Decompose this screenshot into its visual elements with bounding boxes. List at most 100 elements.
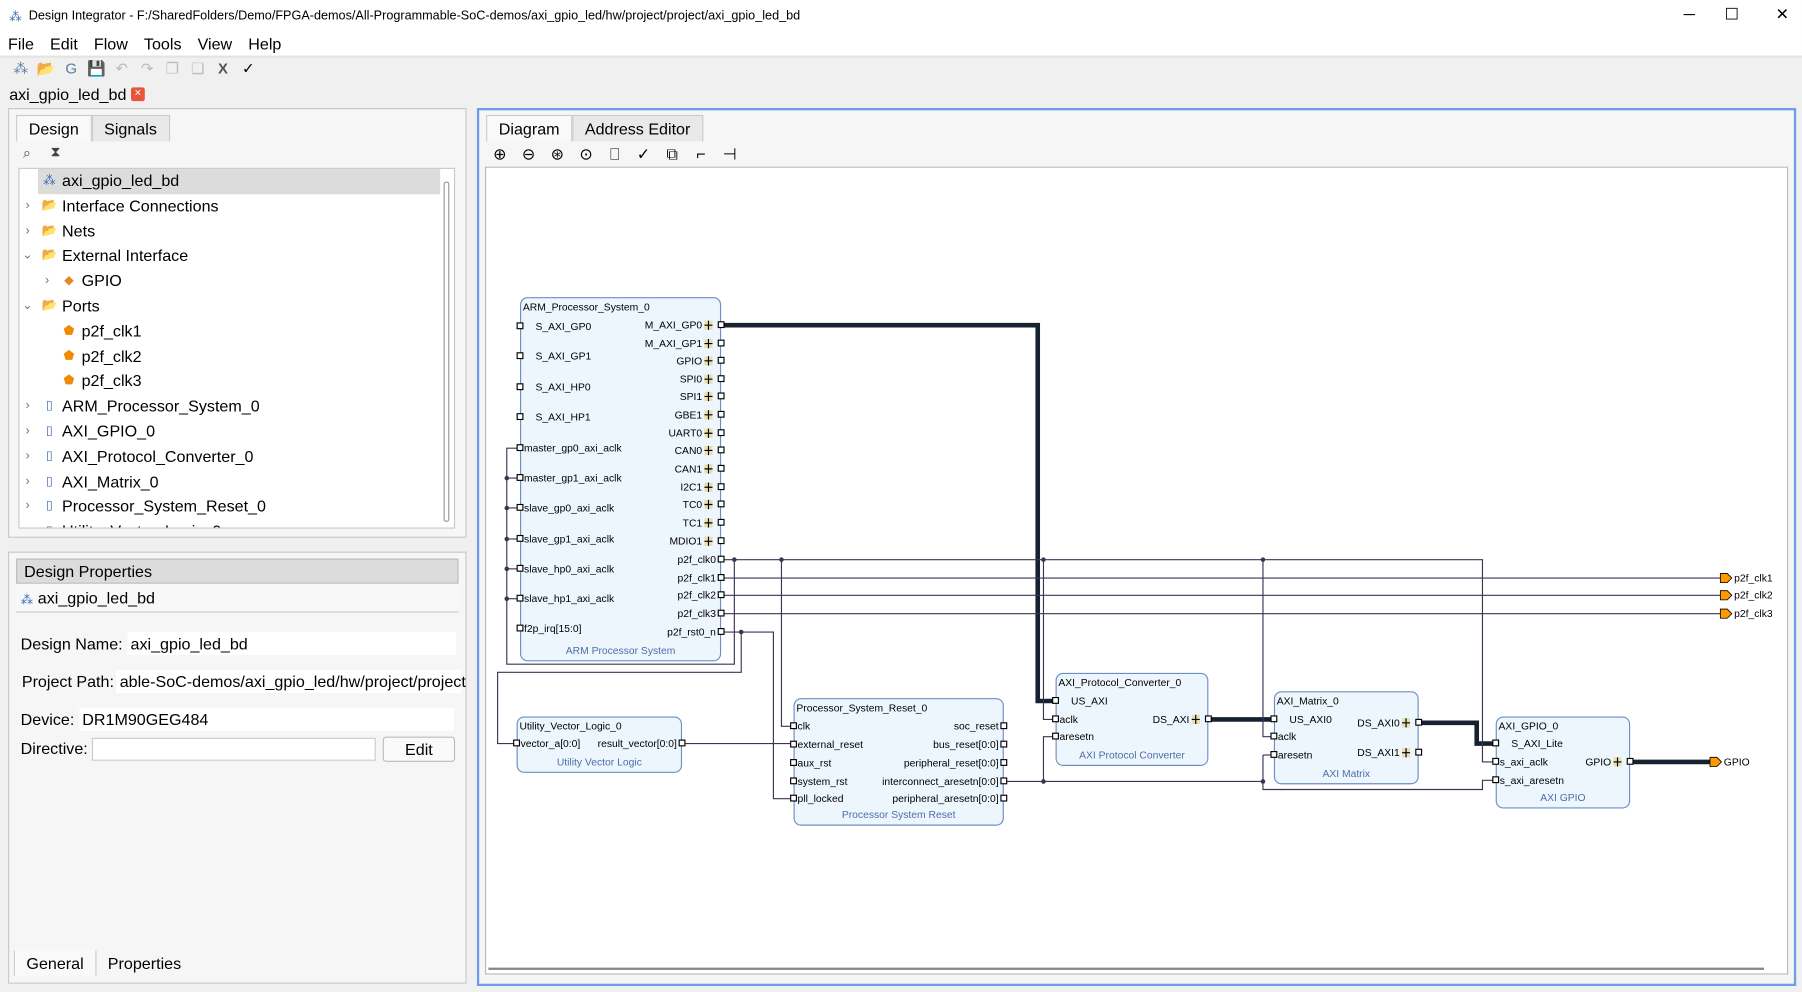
minimize-button[interactable]: ─ bbox=[1683, 4, 1696, 23]
copy-icon[interactable]: ❐ bbox=[165, 59, 180, 77]
port-pin[interactable] bbox=[717, 609, 725, 617]
port-pin[interactable] bbox=[717, 446, 725, 454]
port-pin[interactable] bbox=[1000, 759, 1008, 766]
edit-button[interactable]: Edit bbox=[382, 736, 456, 762]
port-pin[interactable] bbox=[1415, 748, 1423, 756]
port-pin[interactable] bbox=[516, 594, 524, 602]
port-pin[interactable] bbox=[790, 777, 797, 785]
net-wire[interactable] bbox=[506, 447, 735, 665]
tree-item[interactable]: › 📂 Interface Connections bbox=[20, 194, 454, 219]
tree-item[interactable]: › ▯ AXI_Protocol_Converter_0 bbox=[20, 444, 454, 469]
port-pin[interactable] bbox=[516, 534, 524, 542]
port-pin[interactable] bbox=[790, 794, 797, 802]
bus-expand-icon[interactable] bbox=[704, 428, 713, 438]
bus-m-axi-gp0[interactable] bbox=[720, 322, 1057, 704]
bus-expand-icon[interactable] bbox=[704, 356, 713, 366]
port-pin[interactable] bbox=[516, 383, 524, 391]
zoom-in-icon[interactable]: ⊕ bbox=[493, 144, 507, 164]
expand-chevron-icon[interactable]: › bbox=[25, 474, 30, 488]
net-wire[interactable] bbox=[497, 632, 742, 745]
external-port-icon[interactable] bbox=[1719, 573, 1733, 584]
maximize-button[interactable]: ☐ bbox=[1724, 4, 1740, 23]
external-port-icon[interactable] bbox=[1719, 590, 1733, 601]
port-pin[interactable] bbox=[717, 574, 725, 581]
validate-icon[interactable]: ✓ bbox=[241, 59, 255, 77]
port-pin[interactable] bbox=[717, 555, 725, 563]
port-icon[interactable]: ⊣ bbox=[722, 144, 737, 164]
port-pin[interactable] bbox=[1492, 757, 1500, 765]
port-pin[interactable] bbox=[1000, 740, 1008, 748]
bus-expand-icon[interactable] bbox=[704, 445, 713, 456]
route-icon[interactable]: ⌐ bbox=[696, 144, 706, 164]
design-icon[interactable]: ⁂ bbox=[13, 59, 29, 77]
port-pin[interactable] bbox=[717, 375, 725, 383]
directive-input[interactable] bbox=[91, 737, 376, 761]
delete-icon[interactable]: X bbox=[217, 59, 228, 77]
port-pin[interactable] bbox=[1204, 715, 1212, 723]
port-pin[interactable] bbox=[1000, 777, 1008, 785]
external-port-icon[interactable] bbox=[1719, 608, 1733, 619]
save-icon[interactable]: 💾 bbox=[87, 59, 106, 77]
expand-chevron-icon[interactable]: › bbox=[25, 223, 30, 238]
tree-item[interactable]: ⌄ 📂 Ports bbox=[20, 294, 454, 319]
port-pin[interactable] bbox=[717, 500, 725, 508]
tree-scrollbar[interactable] bbox=[443, 181, 450, 522]
port-pin[interactable] bbox=[1492, 776, 1500, 784]
tab-general[interactable]: General bbox=[13, 950, 97, 976]
menu-view[interactable]: View bbox=[197, 34, 233, 53]
expand-chevron-icon[interactable]: › bbox=[25, 398, 30, 413]
bus-expand-icon[interactable] bbox=[704, 339, 713, 349]
expand-chevron-icon[interactable]: › bbox=[25, 499, 30, 513]
tree-item[interactable]: ⬟ p2f_clk1 bbox=[20, 319, 454, 344]
port-pin[interactable] bbox=[1000, 794, 1008, 802]
tab-signals[interactable]: Signals bbox=[91, 114, 170, 142]
port-pin[interactable] bbox=[1270, 751, 1278, 758]
expand-chevron-icon[interactable]: ⌄ bbox=[22, 298, 33, 313]
redo-icon[interactable]: ↷ bbox=[140, 59, 154, 77]
bus-expand-icon[interactable] bbox=[1402, 748, 1411, 758]
tree-item[interactable]: ⬟ p2f_clk3 bbox=[20, 369, 454, 394]
port-pin[interactable] bbox=[717, 339, 725, 347]
port-pin[interactable] bbox=[717, 429, 725, 437]
port-pin[interactable] bbox=[1415, 718, 1423, 726]
port-pin[interactable] bbox=[1052, 715, 1059, 723]
bus-expand-icon[interactable] bbox=[1613, 757, 1622, 767]
port-pin[interactable] bbox=[516, 474, 524, 481]
tab-diagram[interactable]: Diagram bbox=[486, 114, 573, 142]
tab-properties[interactable]: Properties bbox=[107, 953, 182, 973]
expand-chevron-icon[interactable]: › bbox=[25, 449, 30, 463]
regenerate-layout-icon[interactable]: ⧉ bbox=[666, 144, 679, 164]
bus-expand-icon[interactable] bbox=[704, 391, 713, 402]
bus-expand-icon[interactable] bbox=[704, 320, 713, 330]
expand-chevron-icon[interactable]: › bbox=[44, 273, 50, 288]
port-pin[interactable] bbox=[717, 464, 725, 472]
tab-design[interactable]: Design bbox=[16, 114, 92, 142]
external-port-icon[interactable] bbox=[1709, 756, 1723, 767]
port-pin[interactable] bbox=[717, 410, 725, 418]
canvas-scrollbar[interactable] bbox=[488, 967, 1765, 970]
port-pin[interactable] bbox=[790, 759, 797, 766]
block-name[interactable]: Processor_System_Reset_0 bbox=[796, 703, 927, 714]
block-name[interactable]: AXI_Protocol_Converter_0 bbox=[1058, 678, 1181, 689]
expand-chevron-icon[interactable]: ⌄ bbox=[22, 248, 33, 263]
port-pin[interactable] bbox=[790, 722, 797, 730]
port-pin[interactable] bbox=[717, 321, 725, 329]
tree-item[interactable]: › ▯ Processor_System_Reset_0 bbox=[20, 495, 454, 520]
net-wire[interactable] bbox=[1262, 559, 1275, 738]
port-pin[interactable] bbox=[1052, 696, 1059, 704]
port-pin[interactable] bbox=[516, 352, 524, 360]
menu-edit[interactable]: Edit bbox=[50, 34, 78, 53]
zoom-fit-icon[interactable]: ⊛ bbox=[550, 144, 565, 164]
port-pin[interactable] bbox=[717, 483, 725, 491]
undo-icon[interactable]: ↶ bbox=[115, 59, 129, 77]
block-name[interactable]: ARM_Processor_System_0 bbox=[523, 302, 650, 313]
port-pin[interactable] bbox=[1052, 732, 1059, 740]
port-pin[interactable] bbox=[678, 739, 686, 747]
bus-expand-icon[interactable] bbox=[704, 536, 713, 546]
expand-chevron-icon[interactable]: › bbox=[21, 520, 35, 527]
zoom-selection-icon[interactable]: ⊙ bbox=[579, 144, 593, 164]
expand-chevron-icon[interactable]: › bbox=[25, 198, 30, 213]
paste-icon[interactable]: ❏ bbox=[190, 59, 205, 77]
close-button[interactable]: ✕ bbox=[1775, 4, 1790, 23]
tree-item[interactable]: ⌄ 📂 External Interface bbox=[20, 244, 454, 269]
